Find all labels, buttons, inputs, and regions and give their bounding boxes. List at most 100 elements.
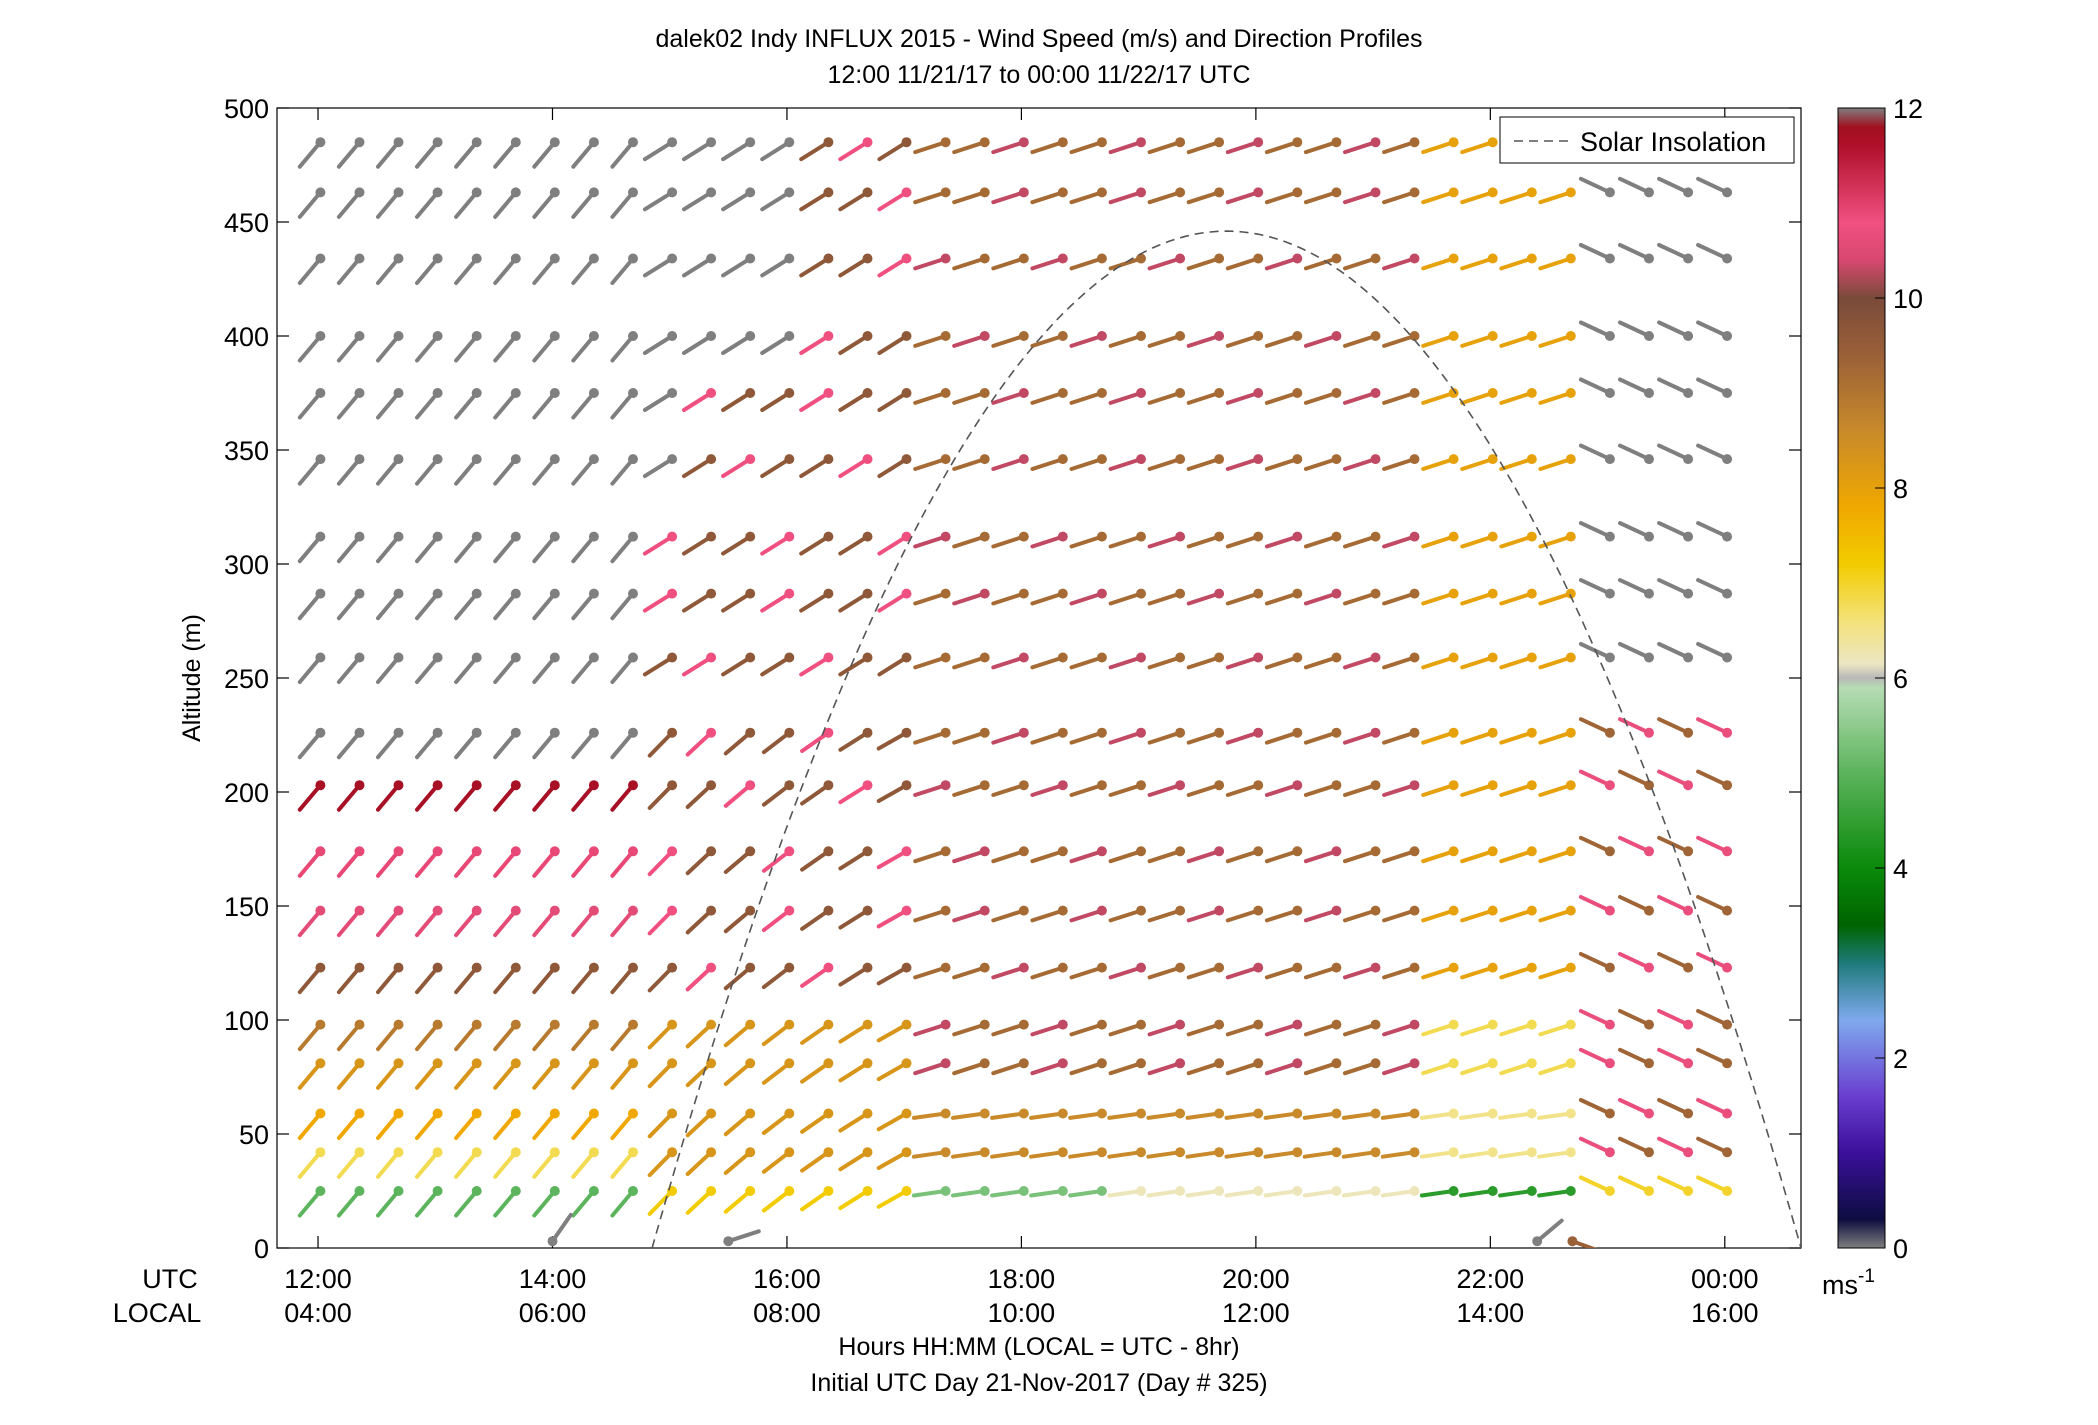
wind-barb-shaft: [838, 1022, 870, 1044]
wind-barb-head: [706, 1019, 717, 1030]
y-tick-label: 150: [224, 892, 269, 922]
wind-barb-head: [1136, 905, 1146, 916]
wind-barb-shaft: [760, 655, 792, 677]
wind-barb-head: [1409, 331, 1420, 341]
wind-barb-head: [1644, 1147, 1654, 1158]
wind-barb-shaft: [571, 965, 596, 995]
wind-barb-shaft: [1343, 391, 1378, 405]
wind-barb-shaft: [800, 1111, 831, 1134]
wind-barb-shaft: [1186, 140, 1222, 155]
wind-barb-head: [979, 905, 990, 916]
wind-barb-shaft: [1108, 655, 1143, 670]
wind-barb-shaft: [685, 849, 714, 876]
wind-barb-shaft: [336, 591, 362, 621]
wind-barb-shaft: [952, 655, 987, 670]
wind-barb-head: [1526, 187, 1537, 198]
wind-barb-shaft: [376, 655, 401, 684]
wind-barb-head: [354, 1058, 365, 1069]
wind-barb-shaft: [1343, 190, 1378, 205]
wind-barb-head: [432, 388, 443, 398]
wind-barb-shaft: [1460, 140, 1495, 155]
wind-barb-shaft: [1225, 591, 1261, 606]
wind-barb-shaft: [1264, 1061, 1300, 1076]
wind-barb-head: [354, 454, 365, 465]
wind-barb-head: [1018, 905, 1029, 916]
wind-barb-shaft: [415, 591, 440, 621]
wind-barb-head: [1018, 962, 1029, 973]
wind-barb-head: [471, 652, 482, 663]
wind-barb-head: [784, 187, 795, 198]
wind-barb-head: [628, 588, 638, 599]
wind-barb-head: [1175, 531, 1186, 542]
wind-barb-head: [1331, 388, 1342, 398]
wind-barb-head: [1136, 1147, 1146, 1158]
wind-barb-head: [901, 331, 912, 341]
wind-barb-shaft: [571, 1022, 596, 1052]
wind-barb-head: [1487, 187, 1498, 198]
wind-barb-head: [1448, 388, 1459, 398]
wind-barb-head: [1253, 780, 1264, 791]
wind-barb-shaft: [493, 190, 518, 219]
colorbar-tick-label: 8: [1893, 474, 1908, 504]
wind-barb-shaft: [877, 655, 909, 677]
wind-barb-head: [628, 652, 638, 663]
wind-barb-shaft: [571, 1189, 596, 1218]
wind-barb-shaft: [800, 783, 831, 806]
wind-barb-shaft: [1538, 1061, 1573, 1076]
wind-barb-shaft: [1069, 849, 1104, 864]
wind-barb-head: [1370, 1058, 1381, 1069]
wind-barb-head: [1448, 531, 1459, 542]
wind-barb-head: [1096, 187, 1107, 198]
x-tick-label-local: 16:00: [1691, 1298, 1759, 1328]
wind-barb-shaft: [1421, 965, 1456, 980]
wind-barb-shaft: [1459, 1189, 1495, 1198]
wind-barb-shaft: [297, 730, 323, 760]
wind-barb-shaft: [876, 849, 909, 870]
wind-barb-head: [628, 846, 638, 857]
wind-barb-shaft: [1382, 190, 1417, 205]
wind-barb-shaft: [1185, 1111, 1222, 1120]
wind-barb-shaft: [1618, 1136, 1651, 1155]
wind-barb-shaft: [799, 334, 831, 355]
wind-barb-head: [901, 1058, 912, 1069]
wind-barb-head: [823, 962, 834, 973]
wind-barb-head: [315, 454, 326, 465]
wind-barb-head: [510, 1186, 521, 1196]
wind-barb-shaft: [685, 1150, 714, 1176]
wind-barb-head: [628, 1147, 638, 1158]
wind-barb-shaft: [1499, 965, 1534, 980]
wind-barb-head: [745, 962, 756, 973]
wind-barb-head: [1604, 1186, 1615, 1196]
wind-barb-head: [315, 1058, 326, 1069]
wind-barb-shaft: [1421, 457, 1456, 471]
wind-barb-shaft: [1108, 457, 1143, 471]
wind-barb-head: [1175, 727, 1186, 738]
wind-barb-head: [510, 780, 521, 791]
wind-barb-shaft: [571, 591, 596, 621]
wind-barb-head: [354, 727, 365, 738]
wind-barb-shaft: [376, 534, 401, 564]
wind-barb-head: [940, 1058, 951, 1069]
wind-barb-shaft: [1499, 1022, 1534, 1037]
wind-barb-shaft: [913, 334, 948, 348]
wind-barb-shaft: [952, 730, 987, 745]
wind-barb-head: [1331, 1147, 1342, 1158]
wind-barb-shaft: [1460, 256, 1495, 271]
wind-barb-shaft: [1302, 1189, 1339, 1198]
wind-barb-head: [1096, 1186, 1107, 1196]
wind-barb-head: [1409, 652, 1420, 663]
wind-barb-shaft: [1380, 1150, 1417, 1159]
wind-barb-head: [901, 454, 912, 465]
wind-barb-head: [1253, 187, 1264, 198]
wind-barb-head: [706, 187, 717, 198]
wind-barb-shaft: [911, 1150, 948, 1159]
wind-barb-shaft: [721, 256, 753, 278]
wind-barb-head: [1487, 531, 1498, 542]
wind-barb-shaft: [1499, 256, 1534, 271]
wind-barb-shaft: [493, 457, 518, 486]
wind-barb-shaft: [1108, 534, 1143, 549]
wind-barb-head: [1644, 1058, 1654, 1069]
wind-barb-head: [1448, 1108, 1459, 1119]
wind-barb-head: [1683, 1147, 1694, 1158]
wind-barb-head-ground: [723, 1236, 734, 1247]
